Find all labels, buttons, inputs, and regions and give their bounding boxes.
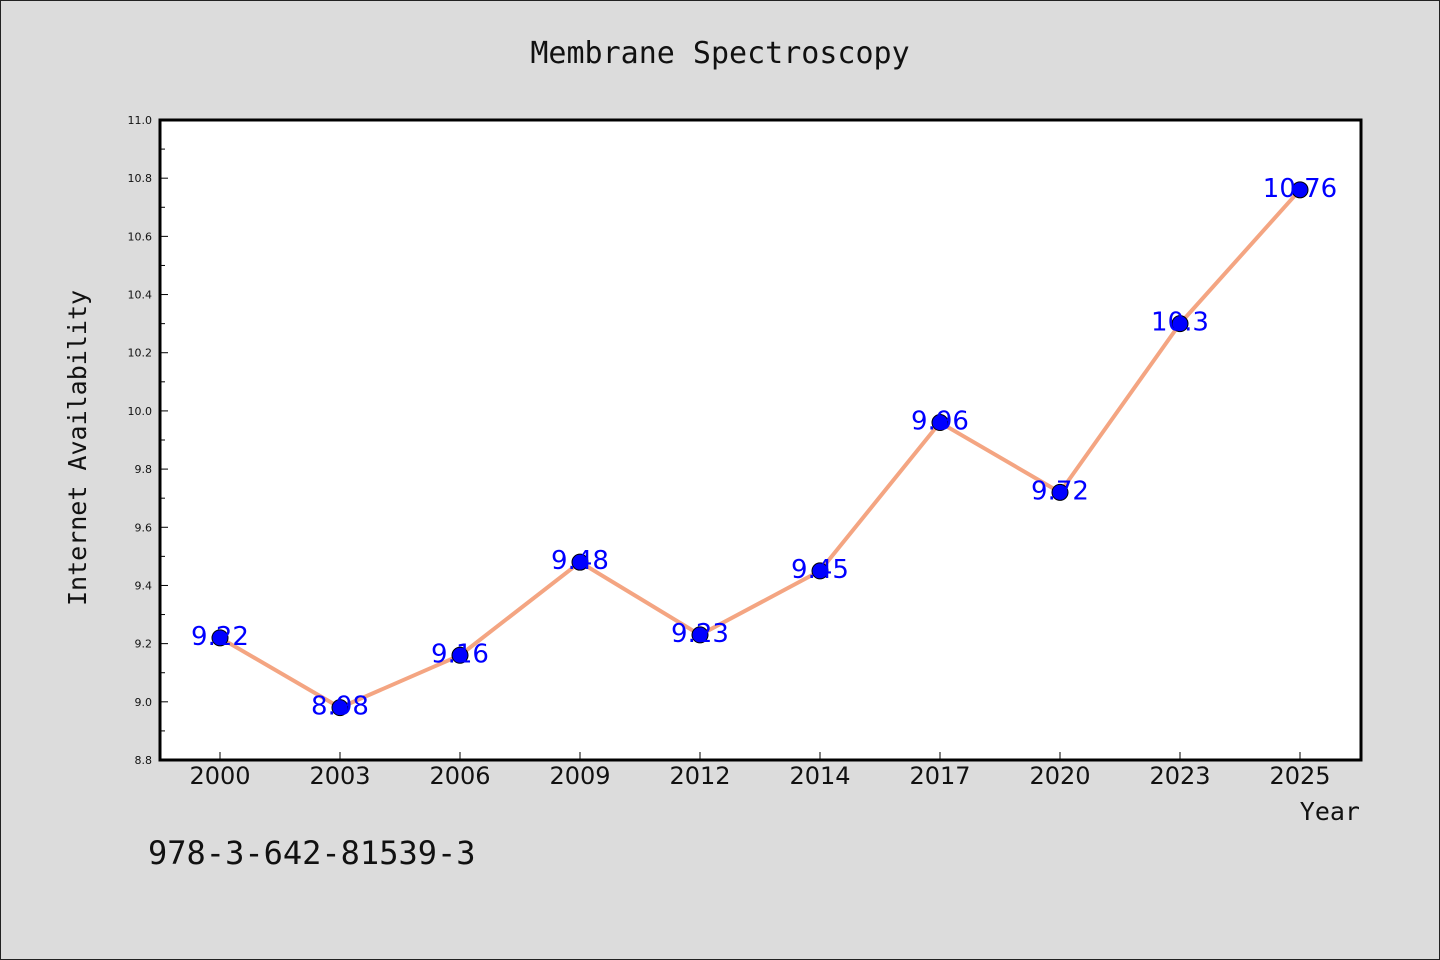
x-axis: 2000 2003 2006 2009 2012 2014 2017 2020 2023 2025	[189, 752, 1331, 790]
data-label-2003: 8.98	[311, 692, 369, 722]
x-tick-label: 2023	[1149, 762, 1210, 790]
data-point-2020	[1051, 483, 1069, 501]
y-tick-label: 10.8	[128, 172, 153, 185]
data-point-2003	[331, 699, 349, 717]
data-label-2000: 9.22	[191, 622, 249, 652]
data-labels: 9.22 8.98 9.16 9.48 9.23 9.45 9.96 9.72 10.3 10.7…	[191, 174, 1337, 722]
y-tick-label: 10.6	[128, 230, 153, 243]
data-label-2025: 10.76	[1263, 174, 1337, 204]
data-point-2023	[1171, 315, 1189, 333]
y-axis: 8.8 9.0 9.2 9.4 9.6 9.8 10.0 10.2 10.4 10.6 10.8 11…	[128, 114, 168, 767]
y-tick-label: 8.8	[135, 754, 153, 767]
data-label-2009: 9.48	[551, 546, 609, 576]
data-point-2000	[211, 629, 229, 647]
x-tick-label: 2020	[1029, 762, 1090, 790]
data-point-2025	[1291, 181, 1309, 199]
data-point-2012	[691, 626, 709, 644]
x-tick-label: 2000	[189, 762, 250, 790]
isbn-label: 978-3-642-81539-3	[148, 834, 476, 872]
x-tick-label: 2017	[909, 762, 970, 790]
data-label-2023: 10.3	[1151, 308, 1209, 338]
y-axis-label: Internet Availability	[63, 290, 92, 606]
plot-area	[158, 118, 1363, 762]
y-tick-label: 9.8	[135, 463, 153, 476]
y-tick-label: 10.2	[128, 347, 153, 360]
x-tick-label: 2006	[429, 762, 490, 790]
data-point-2006	[451, 646, 469, 664]
data-label-2020: 9.72	[1031, 476, 1089, 506]
chart-title: Membrane Spectroscopy	[530, 36, 909, 71]
x-tick-label: 2014	[789, 762, 850, 790]
x-tick-label: 2003	[309, 762, 370, 790]
x-tick-label: 2009	[549, 762, 610, 790]
data-label-2012: 9.23	[671, 619, 729, 649]
data-point-2014	[811, 562, 829, 580]
y-tick-label: 10.0	[128, 405, 153, 418]
series-polyline	[218, 187, 1302, 710]
y-tick-label: 10.4	[128, 289, 153, 302]
x-tick-label: 2012	[669, 762, 730, 790]
data-point-2009	[571, 553, 589, 571]
x-axis-label: Year	[1300, 797, 1360, 826]
data-label-2006: 9.16	[431, 639, 489, 669]
data-label-2014: 9.45	[791, 555, 849, 585]
data-point-2017	[931, 414, 949, 432]
data-label-2017: 9.96	[911, 407, 969, 437]
y-tick-label: 9.2	[135, 638, 153, 651]
y-tick-label: 11.0	[128, 114, 153, 127]
x-tick-label: 2025	[1269, 762, 1330, 790]
y-tick-label: 9.6	[135, 521, 153, 534]
y-tick-label: 9.4	[135, 579, 153, 592]
series-line	[211, 181, 1309, 717]
y-tick-label: 9.0	[135, 696, 153, 709]
